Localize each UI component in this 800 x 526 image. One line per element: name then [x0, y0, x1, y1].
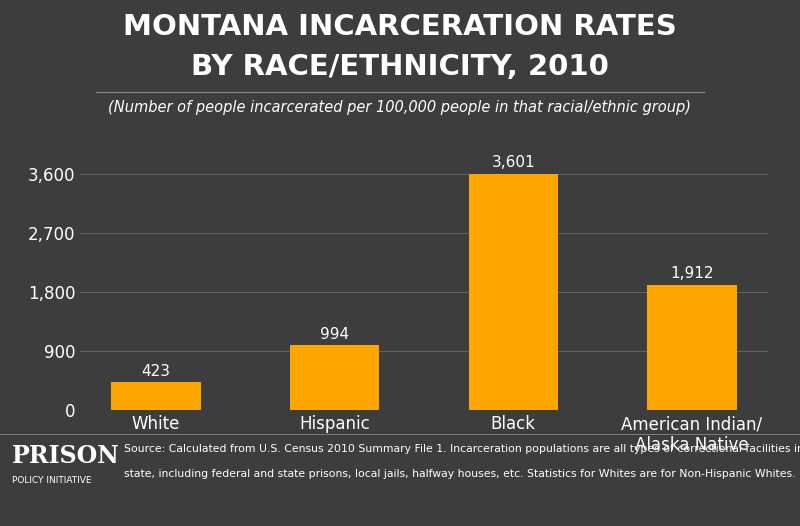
- Bar: [469, 174, 558, 410]
- Text: MONTANA INCARCERATION RATES: MONTANA INCARCERATION RATES: [123, 13, 677, 41]
- Text: POLICY INITIATIVE: POLICY INITIATIVE: [12, 476, 91, 485]
- Bar: [111, 382, 201, 410]
- Text: BY RACE/ETHNICITY, 2010: BY RACE/ETHNICITY, 2010: [191, 53, 609, 80]
- Bar: [290, 345, 379, 410]
- Text: Source: Calculated from U.S. Census 2010 Summary File 1. Incarceration populatio: Source: Calculated from U.S. Census 2010…: [124, 444, 800, 454]
- Text: (Number of people incarcerated per 100,000 people in that racial/ethnic group): (Number of people incarcerated per 100,0…: [109, 100, 691, 115]
- Text: 1,912: 1,912: [670, 266, 714, 281]
- Text: PRISON: PRISON: [12, 444, 120, 469]
- Text: 423: 423: [142, 364, 170, 379]
- Text: 994: 994: [320, 327, 350, 342]
- Text: state, including federal and state prisons, local jails, halfway houses, etc. St: state, including federal and state priso…: [124, 469, 795, 479]
- Text: 3,601: 3,601: [491, 155, 535, 170]
- Bar: [647, 285, 737, 410]
